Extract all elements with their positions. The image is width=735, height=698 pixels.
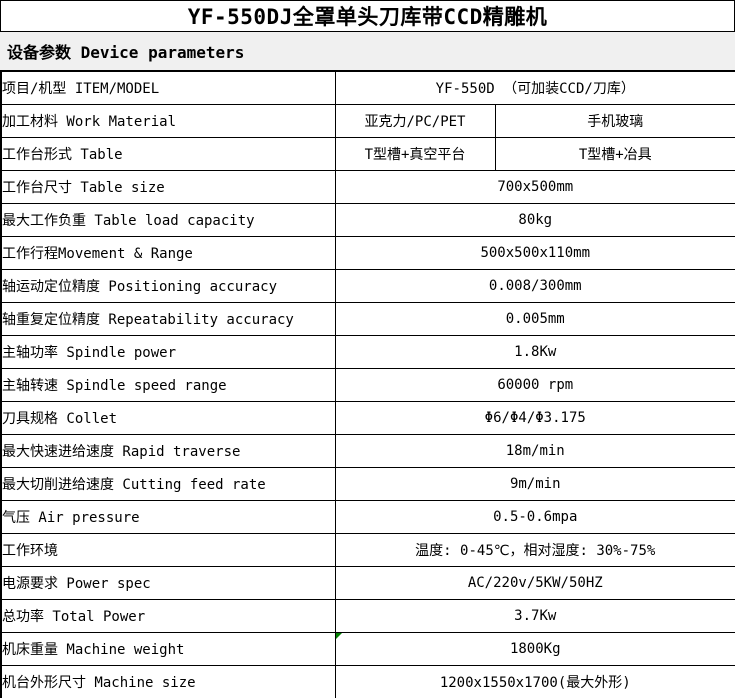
param-label-cell: 工作行程Movement & Range: [0, 236, 336, 270]
param-label-cell: 加工材料 Work Material: [0, 104, 336, 138]
param-value-cell: Φ6/Φ4/Φ3.175: [334, 401, 735, 435]
parameters-table-body: 项目/机型 ITEM/MODEL YF-550D （可加装CCD/刀库） 加工材料 …: [0, 70, 735, 698]
param-value-cell: 0.008/300mm: [334, 269, 735, 303]
param-value-cell: 温度: 0-45℃，相对湿度: 30%-75%: [334, 533, 735, 567]
table-row: 工作台形式 Table T型槽+真空平台 T型槽+冶具: [0, 137, 735, 171]
param-value-cell: AC/220v/5KW/50HZ: [334, 566, 735, 600]
param-value-cell: 700x500mm: [334, 170, 735, 204]
param-value-cell: YF-550D （可加装CCD/刀库）: [334, 70, 735, 105]
table-row: 刀具规格 Collet Φ6/Φ4/Φ3.175: [0, 401, 735, 435]
param-label-cell: 刀具规格 Collet: [0, 401, 336, 435]
param-value-cell: 1.8Kw: [334, 335, 735, 369]
param-label-cell: 项目/机型 ITEM/MODEL: [0, 70, 336, 105]
table-row: 最大工作负重 Table load capacity 80kg: [0, 203, 735, 237]
table-row: 工作行程Movement & Range 500x500x110mm: [0, 236, 735, 270]
table-row: 轴重复定位精度 Repeatability accuracy 0.005mm: [0, 302, 735, 336]
param-label-cell: 工作台尺寸 Table size: [0, 170, 336, 204]
param-value-cell: 亚克力/PC/PET: [334, 104, 496, 138]
table-row: 机床重量 Machine weight 1800Kg: [0, 632, 735, 666]
param-label-cell: 轴重复定位精度 Repeatability accuracy: [0, 302, 336, 336]
table-row: 主轴转速 Spindle speed range 60000 rpm: [0, 368, 735, 402]
param-label-cell: 机床重量 Machine weight: [0, 632, 336, 666]
param-label-cell: 主轴功率 Spindle power: [0, 335, 336, 369]
table-row: 主轴功率 Spindle power 1.8Kw: [0, 335, 735, 369]
param-value-cell: 9m/min: [334, 467, 735, 501]
param-label-cell: 轴运动定位精度 Positioning accuracy: [0, 269, 336, 303]
param-value-cell: 3.7Kw: [334, 599, 735, 633]
parameters-table: 项目/机型 ITEM/MODEL YF-550D （可加装CCD/刀库） 加工材料 …: [0, 70, 735, 698]
param-label-cell: 主轴转速 Spindle speed range: [0, 368, 336, 402]
param-label-cell: 最大切削进给速度 Cutting feed rate: [0, 467, 336, 501]
param-value-cell: 60000 rpm: [334, 368, 735, 402]
param-value-cell: 手机玻璃: [494, 104, 735, 138]
param-value-cell: 1200x1550x1700(最大外形): [334, 665, 735, 698]
table-row: 气压 Air pressure 0.5-0.6mpa: [0, 500, 735, 534]
param-label-cell: 气压 Air pressure: [0, 500, 336, 534]
table-row: 机台外形尺寸 Machine size 1200x1550x1700(最大外形): [0, 665, 735, 698]
param-label-cell: 最大工作负重 Table load capacity: [0, 203, 336, 237]
table-row: 加工材料 Work Material 亚克力/PC/PET 手机玻璃: [0, 104, 735, 138]
param-label-cell: 工作台形式 Table: [0, 137, 336, 171]
section-header: 设备参数 Device parameters: [0, 32, 735, 70]
param-value-cell: 0.005mm: [334, 302, 735, 336]
param-value-cell: 0.5-0.6mpa: [334, 500, 735, 534]
table-row: 总功率 Total Power 3.7Kw: [0, 599, 735, 633]
param-label-cell: 总功率 Total Power: [0, 599, 336, 633]
param-label-cell: 最大快速进给速度 Rapid traverse: [0, 434, 336, 468]
table-row: 工作台尺寸 Table size 700x500mm: [0, 170, 735, 204]
param-label-cell: 电源要求 Power spec: [0, 566, 336, 600]
param-value-cell: 1800Kg: [334, 632, 735, 666]
param-value-cell: 500x500x110mm: [334, 236, 735, 270]
table-row: 项目/机型 ITEM/MODEL YF-550D （可加装CCD/刀库）: [0, 70, 735, 105]
param-value-cell: 80kg: [334, 203, 735, 237]
table-row: 轴运动定位精度 Positioning accuracy 0.008/300mm: [0, 269, 735, 303]
cell-comment-marker-icon: [336, 633, 342, 639]
table-row: 电源要求 Power spec AC/220v/5KW/50HZ: [0, 566, 735, 600]
param-label-cell: 工作环境: [0, 533, 336, 567]
table-row: 最大切削进给速度 Cutting feed rate 9m/min: [0, 467, 735, 501]
table-row: 工作环境 温度: 0-45℃，相对湿度: 30%-75%: [0, 533, 735, 567]
param-label-cell: 机台外形尺寸 Machine size: [0, 665, 336, 698]
page-title: YF-550DJ全罩单头刀库带CCD精雕机: [0, 0, 735, 32]
table-row: 最大快速进给速度 Rapid traverse 18m/min: [0, 434, 735, 468]
param-value-cell: T型槽+真空平台: [334, 137, 496, 171]
param-value-cell: T型槽+冶具: [494, 137, 735, 171]
param-value-cell: 18m/min: [334, 434, 735, 468]
